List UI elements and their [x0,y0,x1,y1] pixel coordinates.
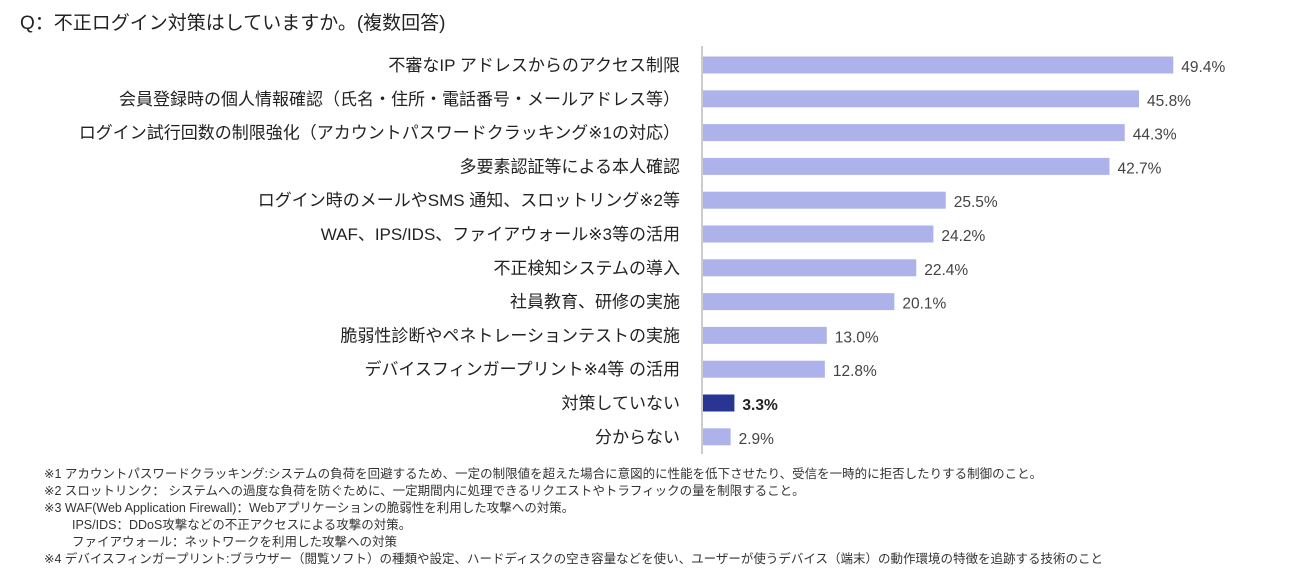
footnote-3-firewall: ファイアウォール：ネットワークを利用した攻撃への対策 [72,535,398,549]
footnote-4: ※4 デバイスフィンガープリント:ブラウザー（閲覧ソフト）の種類や設定、ハードデ… [44,552,1104,566]
category-label: 会員登録時の個人情報確認（氏名・住所・電話番号・メールアドレス等） [119,90,680,109]
value-label: 3.3% [742,397,778,414]
bar [703,428,731,446]
value-label: 20.1% [902,296,946,313]
bar-chart: 不審なIP アドレスからのアクセス制限 49.4% 会員登録時の個人情報確認（氏名・… [79,46,1225,454]
bar [703,225,934,243]
bar [703,360,825,378]
footnote-3-ips: IPS/IDS：DDoS攻撃などの不正アクセスによる攻撃の対策。 [72,518,412,532]
value-label: 49.4% [1181,59,1225,76]
bar [703,394,735,412]
value-label: 24.2% [941,228,985,245]
footnote-3: ※3 WAF(Web Application Firewall)：Webアプリケ… [44,501,575,515]
footnote-1: ※1 アカウントパスワードクラッキング:システムの負荷を回避するため、一定の制限… [44,467,1043,481]
bar [703,124,1125,142]
footnotes: ※1 アカウントパスワードクラッキング:システムの負荷を回避するため、一定の制限… [44,466,1103,568]
category-label: 脆弱性診断やペネトレーションテストの実施 [340,326,680,345]
value-label: 42.7% [1118,160,1162,177]
bar [703,90,1140,108]
footnote-2: ※2 スロットリンク： システムへの過度な負荷を防ぐために、一定期間内に処理でき… [44,484,805,498]
category-label: ログイン時のメールやSMS 通知、スロットリング※2等 [258,191,680,210]
category-label: 分からない [595,428,680,447]
category-label: WAF、IPS/IDS、ファイアウォール※3等の活用 [321,225,680,244]
bar [703,259,917,277]
category-label: ログイン試行回数の制限強化（アカウントパスワードクラッキング※1の対応） [79,124,680,143]
bar [703,191,946,209]
value-label: 12.8% [833,363,877,380]
bar [703,56,1174,74]
category-label: 不正検知システムの導入 [494,259,681,278]
bar [703,293,895,311]
value-label: 25.5% [954,194,998,211]
value-label: 45.8% [1147,93,1191,110]
category-label: 社員教育、研修の実施 [510,293,680,312]
value-label: 13.0% [835,329,879,346]
category-label: デバイスフィンガープリント※4等 の活用 [364,359,680,379]
value-label: 22.4% [924,262,968,279]
bar [703,157,1110,175]
value-label: 44.3% [1133,127,1177,144]
category-label: 不審なIP アドレスからのアクセス制限 [388,56,680,75]
category-label: 多要素認証等による本人確認 [460,157,681,176]
value-label: 2.9% [739,431,775,448]
chart-title: Q：不正ログイン対策はしていますか。(複数回答) [20,13,446,34]
category-label: 対策していない [562,394,681,413]
bar [703,326,827,344]
